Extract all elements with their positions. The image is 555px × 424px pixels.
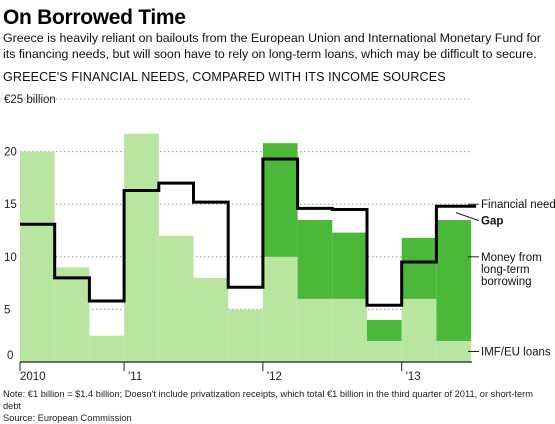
legend-label-needs: Financial needs bbox=[481, 199, 555, 211]
bar-long-term bbox=[436, 219, 472, 341]
bar-imf-eu bbox=[193, 277, 229, 362]
series-financial-needs-line bbox=[20, 157, 477, 307]
y-unit-label: €25 billion bbox=[4, 94, 56, 106]
footnote: Note: €1 billion = $1.4 billion; Doesn't… bbox=[3, 388, 553, 424]
legend-label-line: borrowing bbox=[481, 276, 532, 288]
bar-imf-eu bbox=[54, 267, 90, 362]
note-text: Note: €1 billion = $1.4 billion; Doesn't… bbox=[3, 389, 534, 411]
bar-imf-eu bbox=[262, 256, 298, 362]
y-tick-label: 5 bbox=[4, 304, 10, 316]
legend-label-line: long-term bbox=[481, 264, 530, 276]
legend-label-imf_eu: IMF/EU loans bbox=[481, 346, 551, 358]
x-tick-label: '12 bbox=[267, 371, 282, 383]
bar-imf-eu bbox=[20, 151, 55, 362]
x-tick-label: '13 bbox=[406, 371, 421, 383]
chart-title: GREECE'S FINANCIAL NEEDS, COMPARED WITH … bbox=[3, 70, 446, 84]
bar-long-term bbox=[297, 219, 333, 299]
y-tick-label: 10 bbox=[4, 252, 17, 264]
legend-label-line: Money from bbox=[481, 252, 542, 264]
x-tick-label: '11 bbox=[128, 371, 142, 383]
legend-leader-gap bbox=[455, 212, 480, 222]
bar-long-term bbox=[262, 143, 298, 257]
source-text: Source: European Commission bbox=[3, 413, 132, 423]
y-tick-label: 0 bbox=[7, 350, 13, 362]
bar-long-term bbox=[401, 237, 437, 299]
bar-imf-eu bbox=[89, 335, 125, 362]
bar-imf-eu bbox=[297, 298, 333, 362]
y-tick-label: 20 bbox=[4, 147, 17, 159]
bar-imf-eu bbox=[228, 309, 263, 362]
bar-imf-eu bbox=[436, 340, 472, 362]
bar-imf-eu bbox=[124, 133, 159, 362]
bar-long-term bbox=[332, 232, 367, 299]
headline: On Borrowed Time bbox=[3, 6, 186, 29]
bar-long-term bbox=[367, 319, 402, 341]
y-tick-label: 15 bbox=[4, 199, 17, 211]
bar-imf-eu bbox=[158, 235, 194, 362]
bar-imf-eu bbox=[401, 298, 437, 362]
bar-imf-eu bbox=[332, 298, 367, 362]
subtitle: Greece is heavily reliant on bailouts fr… bbox=[3, 31, 541, 61]
x-tick-label: 2010 bbox=[20, 371, 46, 383]
bar-imf-eu bbox=[367, 340, 402, 362]
legend-label-gap: Gap bbox=[481, 216, 503, 228]
